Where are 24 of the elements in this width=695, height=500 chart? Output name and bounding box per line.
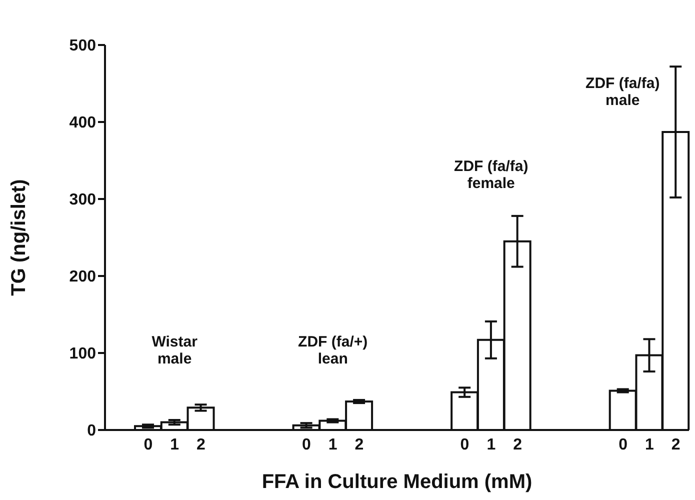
annotation: ZDF (fa/+) lean	[298, 334, 368, 368]
x-tick-label: 1	[644, 436, 654, 454]
y-tick-label: 400	[69, 114, 96, 132]
x-tick-label: 0	[618, 436, 628, 454]
x-tick-label: 1	[486, 436, 496, 454]
x-tick-label: 0	[460, 436, 470, 454]
x-tick-label: 1	[328, 436, 338, 454]
annotation: ZDF (fa/fa) female	[454, 158, 528, 192]
x-tick-label: 2	[513, 436, 522, 454]
y-tick-label: 0	[87, 422, 96, 440]
y-tick-label: 100	[69, 346, 96, 363]
y-tick-label: 500	[69, 38, 96, 55]
x-tick-label: 2	[671, 436, 680, 454]
x-tick-label: 2	[196, 436, 206, 454]
y-tick-label: 300	[69, 192, 96, 209]
y-tick-label: 200	[69, 268, 96, 286]
x-tick-label: 2	[354, 436, 364, 454]
y-axis-title: TG (ng/islet)	[8, 179, 30, 296]
annotation: ZDF (fa/fa) male	[586, 75, 660, 109]
annotation: Wistar male	[152, 334, 198, 368]
x-tick-label: 1	[170, 436, 180, 454]
x-tick-label: 0	[144, 436, 153, 454]
x-tick-label: 0	[302, 436, 312, 454]
x-axis-title: FFA in Culture Medium (mM)	[262, 471, 532, 493]
